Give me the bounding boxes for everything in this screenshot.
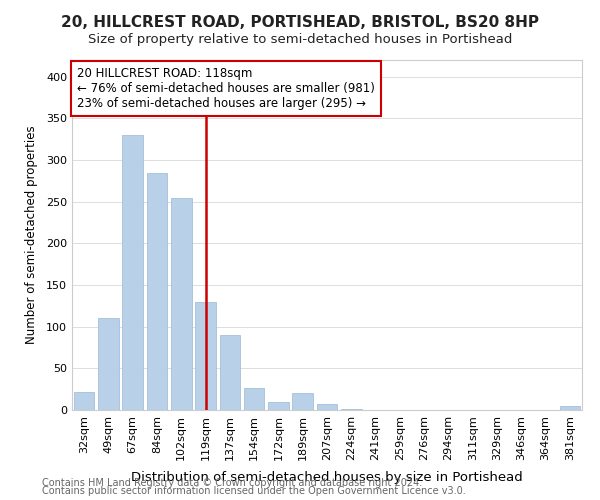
Bar: [268, 402, 289, 410]
Y-axis label: Number of semi-detached properties: Number of semi-detached properties: [25, 126, 38, 344]
X-axis label: Distribution of semi-detached houses by size in Portishead: Distribution of semi-detached houses by …: [131, 471, 523, 484]
Text: Size of property relative to semi-detached houses in Portishead: Size of property relative to semi-detach…: [88, 32, 512, 46]
Bar: [220, 335, 240, 410]
Bar: [317, 404, 337, 410]
Bar: [195, 302, 216, 410]
Text: 20 HILLCREST ROAD: 118sqm
← 76% of semi-detached houses are smaller (981)
23% of: 20 HILLCREST ROAD: 118sqm ← 76% of semi-…: [77, 67, 375, 110]
Bar: [74, 392, 94, 410]
Bar: [560, 406, 580, 410]
Bar: [146, 172, 167, 410]
Bar: [292, 394, 313, 410]
Bar: [171, 198, 191, 410]
Text: Contains public sector information licensed under the Open Government Licence v3: Contains public sector information licen…: [42, 486, 466, 496]
Bar: [98, 318, 119, 410]
Bar: [244, 388, 265, 410]
Bar: [122, 135, 143, 410]
Text: Contains HM Land Registry data © Crown copyright and database right 2024.: Contains HM Land Registry data © Crown c…: [42, 478, 422, 488]
Text: 20, HILLCREST ROAD, PORTISHEAD, BRISTOL, BS20 8HP: 20, HILLCREST ROAD, PORTISHEAD, BRISTOL,…: [61, 15, 539, 30]
Bar: [341, 409, 362, 410]
